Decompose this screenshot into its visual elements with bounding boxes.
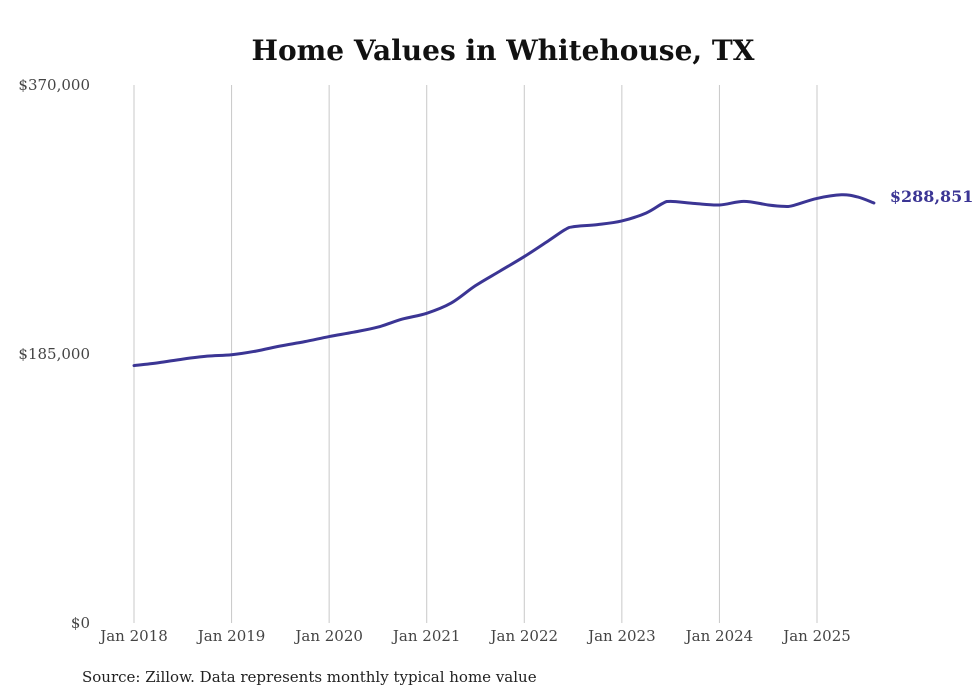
x-tick-label: Jan 2023	[586, 627, 656, 645]
y-tick-label: $185,000	[18, 345, 90, 363]
y-tick-label: $370,000	[18, 76, 90, 94]
y-tick-label: $0	[71, 614, 90, 632]
source-note: Source: Zillow. Data represents monthly …	[82, 668, 537, 686]
x-axis: Jan 2018 Jan 2019 Jan 2020 Jan 2021 Jan 2022…	[98, 627, 851, 645]
x-tick-label: Jan 2019	[196, 627, 266, 645]
x-tick-label: Jan 2021	[391, 627, 461, 645]
y-axis: $0 $185,000 $370,000	[18, 76, 90, 632]
end-value-label: $288,851	[890, 187, 974, 206]
x-tick-label: Jan 2020	[293, 627, 363, 645]
series-line-0	[132, 193, 876, 368]
x-tick-label: Jan 2018	[98, 627, 168, 645]
x-tick-label: Jan 2025	[781, 627, 851, 645]
x-tick-label: Jan 2022	[489, 627, 559, 645]
x-tick-label: Jan 2024	[684, 627, 754, 645]
series-layer	[132, 193, 876, 368]
chart-title: Home Values in Whitehouse, TX	[252, 34, 755, 67]
grid-layer	[133, 85, 818, 623]
